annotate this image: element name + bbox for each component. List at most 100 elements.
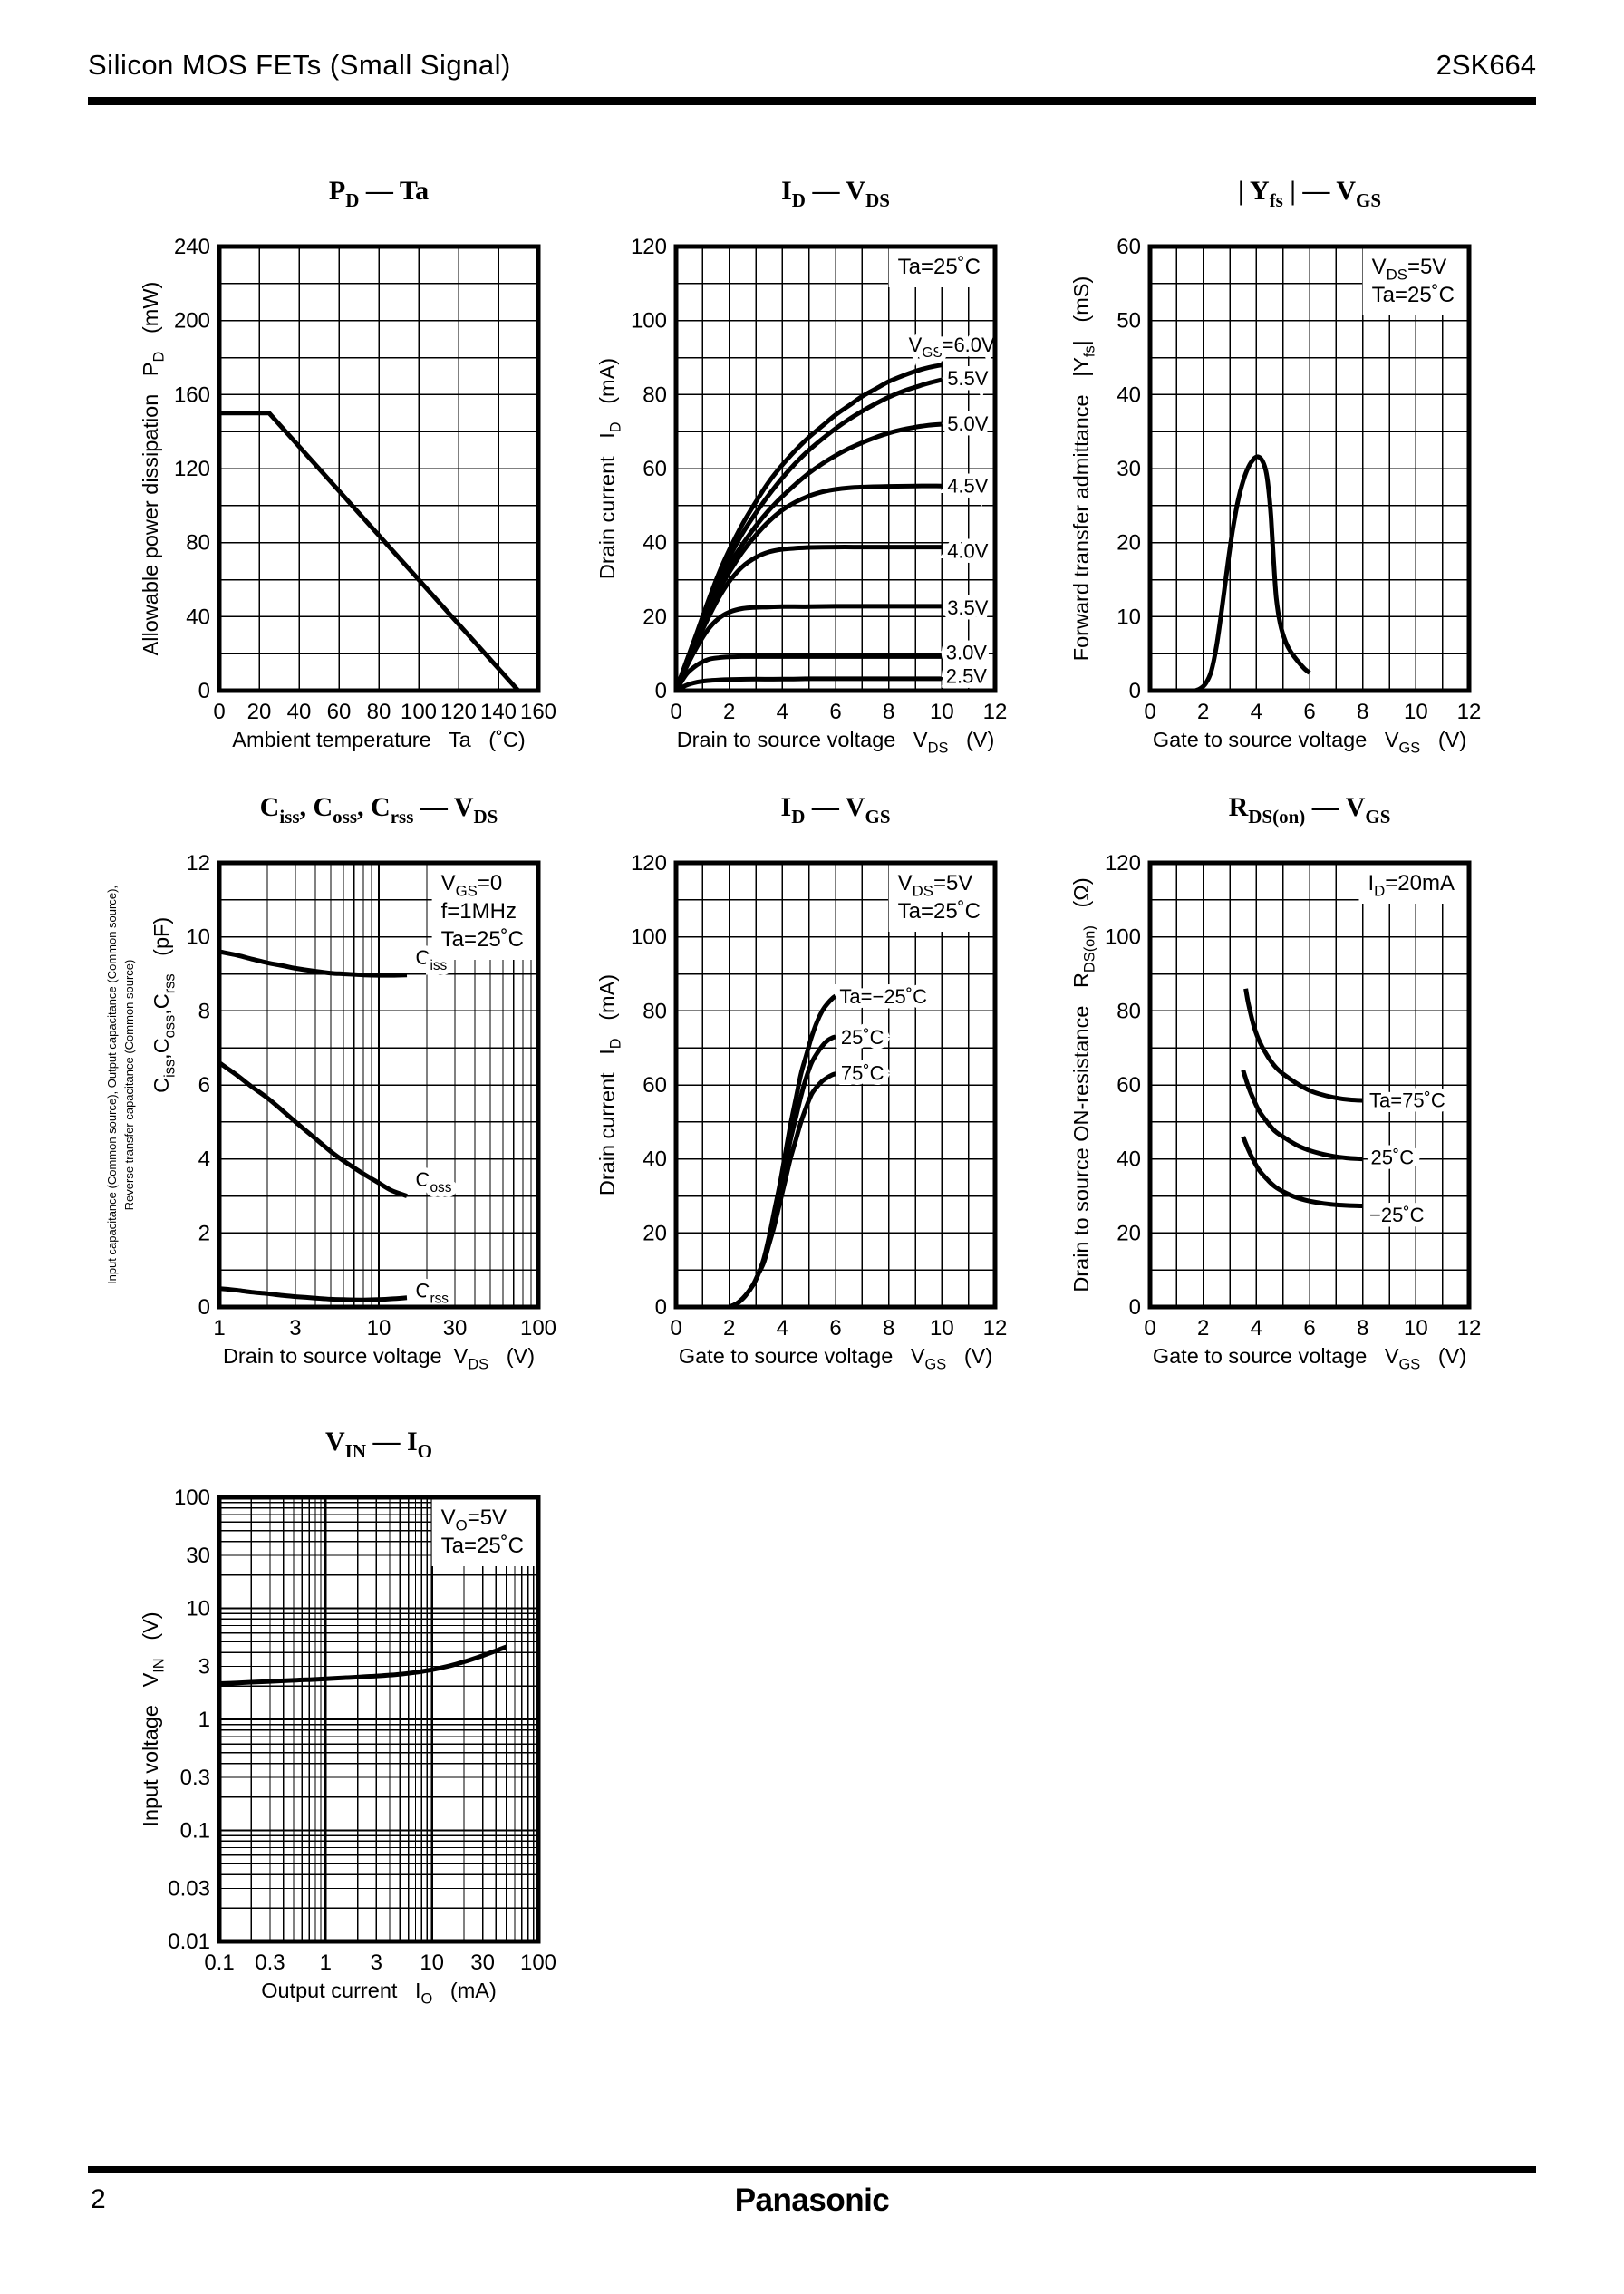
chart-pd-ta-svg: 0 20 40 60 80 100 120 140 16004080120160200240PD… <box>139 176 556 751</box>
svg-text:Gate to source voltage VGS: Gate to source voltage VGS (V) <box>1153 728 1466 756</box>
header-rule <box>88 97 1536 105</box>
svg-text:Reverse transfer capacitance (: Reverse transfer capacitance (Common sou… <box>122 960 136 1211</box>
svg-text:100: 100 <box>520 1950 556 1975</box>
chart-pd-ta: 0 20 40 60 80 100 120 140 160 0 40 80 120 160 200 240 PD… <box>91 165 580 781</box>
svg-text:5.0V: 5.0V <box>947 412 989 435</box>
brand-logo: Panasonic <box>734 2183 890 2218</box>
svg-text:6: 6 <box>829 700 841 724</box>
svg-text:8: 8 <box>883 700 894 724</box>
svg-text:10: 10 <box>1404 1316 1428 1341</box>
svg-text:6: 6 <box>829 1316 841 1341</box>
svg-text:RDS(on) — VGS: RDS(on) — VGS <box>1229 792 1391 828</box>
svg-text:20: 20 <box>247 700 272 724</box>
svg-text:0: 0 <box>670 700 682 724</box>
svg-text:0: 0 <box>655 1295 667 1320</box>
svg-text:Drain to source voltage VDS: Drain to source voltage VDS (V) <box>223 1344 535 1372</box>
svg-text:Ta=−25˚C: Ta=−25˚C <box>839 985 927 1008</box>
svg-text:10: 10 <box>367 1316 392 1341</box>
svg-text:Drain to source ON-resistance: Drain to source ON-resistance RDS(on) (Ω… <box>1069 877 1097 1292</box>
svg-text:160: 160 <box>520 700 556 724</box>
svg-text:2: 2 <box>1197 1316 1209 1341</box>
chart-yfs-vgs: VDS=5V Ta=25˚C 0 2 4 6 8 10 12 0 10 20 30 40 50 60 | Yfs… <box>1021 165 1511 781</box>
svg-text:100: 100 <box>1105 925 1141 950</box>
svg-text:120: 120 <box>1105 851 1141 876</box>
svg-text:60: 60 <box>1116 235 1141 259</box>
svg-text:60: 60 <box>643 457 667 481</box>
svg-text:25˚C: 25˚C <box>1370 1147 1414 1169</box>
svg-text:8: 8 <box>198 999 210 1023</box>
svg-text:VO=5V: VO=5V <box>441 1505 507 1534</box>
svg-text:Allowable power dissipation: Allowable power dissipation PD (mW) <box>139 282 167 656</box>
svg-text:0.3: 0.3 <box>180 1766 210 1790</box>
svg-text:20: 20 <box>643 605 667 629</box>
svg-text:PD — Ta: PD — Ta <box>329 176 429 211</box>
svg-text:Input capacitance (Common sour: Input capacitance (Common source), Outpu… <box>105 886 119 1284</box>
svg-text:3.5V: 3.5V <box>947 596 989 619</box>
svg-text:12: 12 <box>186 851 210 876</box>
svg-text:100: 100 <box>401 700 437 724</box>
svg-text:ID=20mA: ID=20mA <box>1368 871 1455 900</box>
svg-text:0: 0 <box>1129 1295 1141 1320</box>
svg-text:50: 50 <box>1116 309 1141 334</box>
svg-text:100: 100 <box>520 1316 556 1341</box>
svg-text:| Yfs | — VGS: | Yfs | — VGS <box>1238 176 1381 211</box>
svg-text:2: 2 <box>1197 700 1209 724</box>
svg-text:20: 20 <box>1116 531 1141 556</box>
svg-text:3: 3 <box>198 1655 210 1679</box>
svg-text:0: 0 <box>198 1295 210 1320</box>
svg-text:ID — VGS: ID — VGS <box>781 792 891 828</box>
svg-text:12: 12 <box>1457 1316 1482 1341</box>
svg-text:10: 10 <box>930 1316 954 1341</box>
svg-text:40: 40 <box>186 605 210 629</box>
svg-text:0.01: 0.01 <box>168 1930 210 1954</box>
svg-text:3.0V: 3.0V <box>946 642 988 664</box>
svg-text:6: 6 <box>198 1073 210 1098</box>
svg-text:Ta=25˚C: Ta=25˚C <box>898 255 981 279</box>
svg-text:120: 120 <box>440 700 477 724</box>
svg-text:100: 100 <box>631 309 667 334</box>
svg-text:40: 40 <box>643 531 667 556</box>
svg-text:6: 6 <box>1303 1316 1315 1341</box>
svg-text:12: 12 <box>983 1316 1008 1341</box>
svg-text:120: 120 <box>631 235 667 259</box>
svg-text:8: 8 <box>883 1316 894 1341</box>
svg-text:0: 0 <box>1144 1316 1155 1341</box>
svg-text:3: 3 <box>289 1316 301 1341</box>
svg-text:0: 0 <box>198 679 210 703</box>
svg-text:80: 80 <box>643 382 667 407</box>
svg-text:60: 60 <box>1116 1073 1141 1098</box>
chart-vin-io: VO=5V Ta=25˚C 0.1 0.3 1 3 10 30 100 0.01 0.03 0.1 0.… <box>91 1416 580 2032</box>
svg-text:Drain current ID (mA): Drain current ID (mA) <box>595 974 624 1195</box>
svg-text:60: 60 <box>643 1073 667 1098</box>
svg-text:140: 140 <box>480 700 517 724</box>
svg-text:40: 40 <box>1116 382 1141 407</box>
svg-text:Ta=75˚C: Ta=75˚C <box>1369 1089 1445 1111</box>
svg-text:Ta=25˚C: Ta=25˚C <box>1372 283 1455 307</box>
svg-text:4: 4 <box>1251 700 1262 724</box>
svg-text:Forward transfer admittance: Forward transfer admittance |Yfs| (mS) <box>1069 276 1097 662</box>
svg-text:80: 80 <box>643 999 667 1023</box>
chart-id-vds: VGS=6.0V 5.5V 5.0V 4.5V 4.0V 3.5V 3.0V 2.5V Ta=2… <box>547 165 1037 781</box>
svg-text:Ciss, Coss, Crss — VDS: Ciss, Coss, Crss — VDS <box>260 792 498 828</box>
svg-text:25˚C: 25˚C <box>841 1026 884 1049</box>
svg-text:120: 120 <box>174 457 210 481</box>
svg-text:1: 1 <box>198 1708 210 1732</box>
svg-text:f=1MHz: f=1MHz <box>441 899 517 924</box>
svg-text:40: 40 <box>643 1147 667 1172</box>
svg-text:Gate to source voltage VGS: Gate to source voltage VGS (V) <box>679 1344 992 1372</box>
svg-text:30: 30 <box>443 1316 468 1341</box>
svg-text:10: 10 <box>1404 700 1428 724</box>
svg-text:10: 10 <box>930 700 954 724</box>
svg-text:−25˚C: −25˚C <box>1369 1204 1425 1226</box>
chart-id-vds-svg: VGS=6.0V 5.5V 5.0V 4.5V 4.0V 3.5V 3.0V2.5V Ta=2… <box>595 176 1008 756</box>
svg-text:0: 0 <box>670 1316 682 1341</box>
svg-text:12: 12 <box>983 700 1008 724</box>
page-number: 2 <box>91 2184 106 2214</box>
svg-text:100: 100 <box>631 925 667 950</box>
chart-c-vds: Ciss Coss Crss VGS=0 f=1MHz Ta=25˚C 1 3 10 30 100 0… <box>91 781 580 1398</box>
part-number: 2SK664 <box>1436 49 1536 81</box>
svg-text:6: 6 <box>1303 700 1315 724</box>
